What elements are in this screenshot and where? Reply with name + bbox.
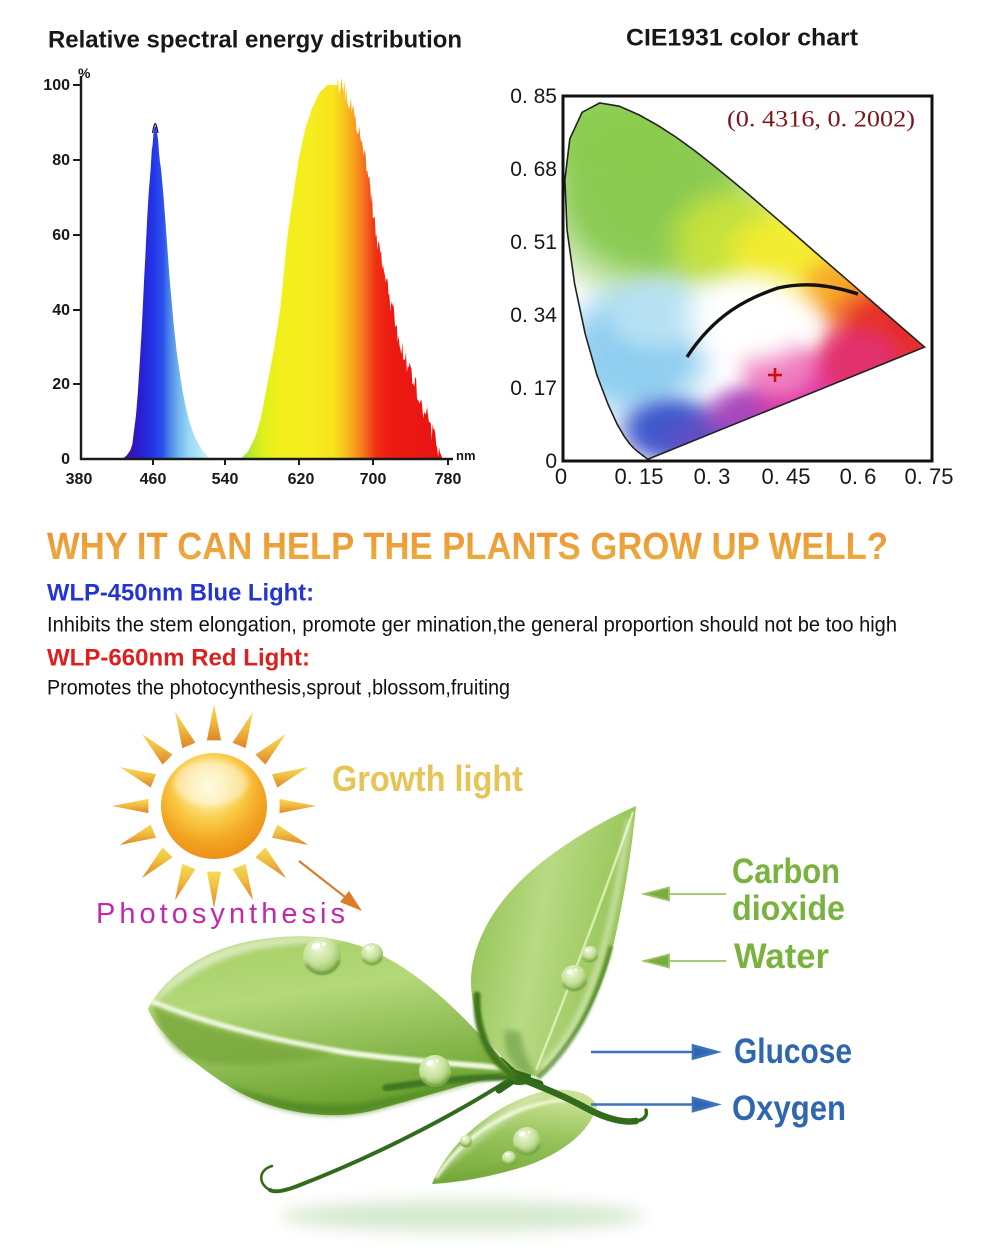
svg-text:WLP-450nm Blue Light:: WLP-450nm Blue Light: [47,580,314,607]
svg-text:0. 68: 0. 68 [510,158,557,181]
svg-text:20: 20 [52,376,70,393]
svg-text:620: 620 [288,471,315,488]
svg-text:(0. 4316, 0. 2002): (0. 4316, 0. 2002) [727,107,915,132]
svg-text:Relative spectral energy distr: Relative spectral energy distribution [48,27,462,54]
svg-text:700: 700 [360,471,387,488]
svg-text:Water: Water [734,937,829,976]
svg-text:0. 15: 0. 15 [615,464,664,489]
svg-text:0. 3: 0. 3 [694,464,731,489]
svg-text:Inhibits the stem elongation,: Inhibits the stem elongation, promote ge… [47,614,897,637]
svg-text:0. 17: 0. 17 [510,377,557,400]
svg-text:nm: nm [456,448,476,463]
svg-text:0: 0 [555,464,567,489]
svg-text:0: 0 [545,450,557,473]
svg-text:0. 45: 0. 45 [762,464,811,489]
svg-text:0. 6: 0. 6 [840,464,877,489]
svg-text:Photosynthesis: Photosynthesis [96,898,345,930]
svg-text:0. 75: 0. 75 [905,464,954,489]
svg-text:540: 540 [212,471,239,488]
svg-text:0. 34: 0. 34 [510,304,557,327]
svg-text:Promotes the photocynthesis,sp: Promotes the photocynthesis,sprout ,blos… [47,677,510,700]
svg-text:WLP-660nm Red Light:: WLP-660nm Red Light: [47,645,310,672]
svg-text:Growth light: Growth light [332,758,523,799]
svg-text:780: 780 [435,471,462,488]
svg-text:CIE1931 color chart: CIE1931 color chart [626,25,858,52]
svg-text:0. 51: 0. 51 [510,231,557,254]
svg-text:WHY IT CAN HELP THE PLANTS GRO: WHY IT CAN HELP THE PLANTS GROW UP WELL? [47,526,888,568]
svg-text:40: 40 [52,302,70,319]
svg-text:0: 0 [61,451,70,468]
svg-text:60: 60 [52,227,70,244]
svg-text:80: 80 [52,152,70,169]
svg-text:dioxide: dioxide [732,889,845,928]
svg-text:Glucose: Glucose [734,1032,852,1071]
svg-text:Oxygen: Oxygen [732,1089,846,1128]
svg-text:460: 460 [140,471,167,488]
svg-text:Carbon: Carbon [732,852,840,891]
svg-text:100: 100 [43,77,70,94]
svg-text:%: % [78,65,91,81]
svg-text:380: 380 [66,471,93,488]
svg-text:0. 85: 0. 85 [510,85,557,108]
